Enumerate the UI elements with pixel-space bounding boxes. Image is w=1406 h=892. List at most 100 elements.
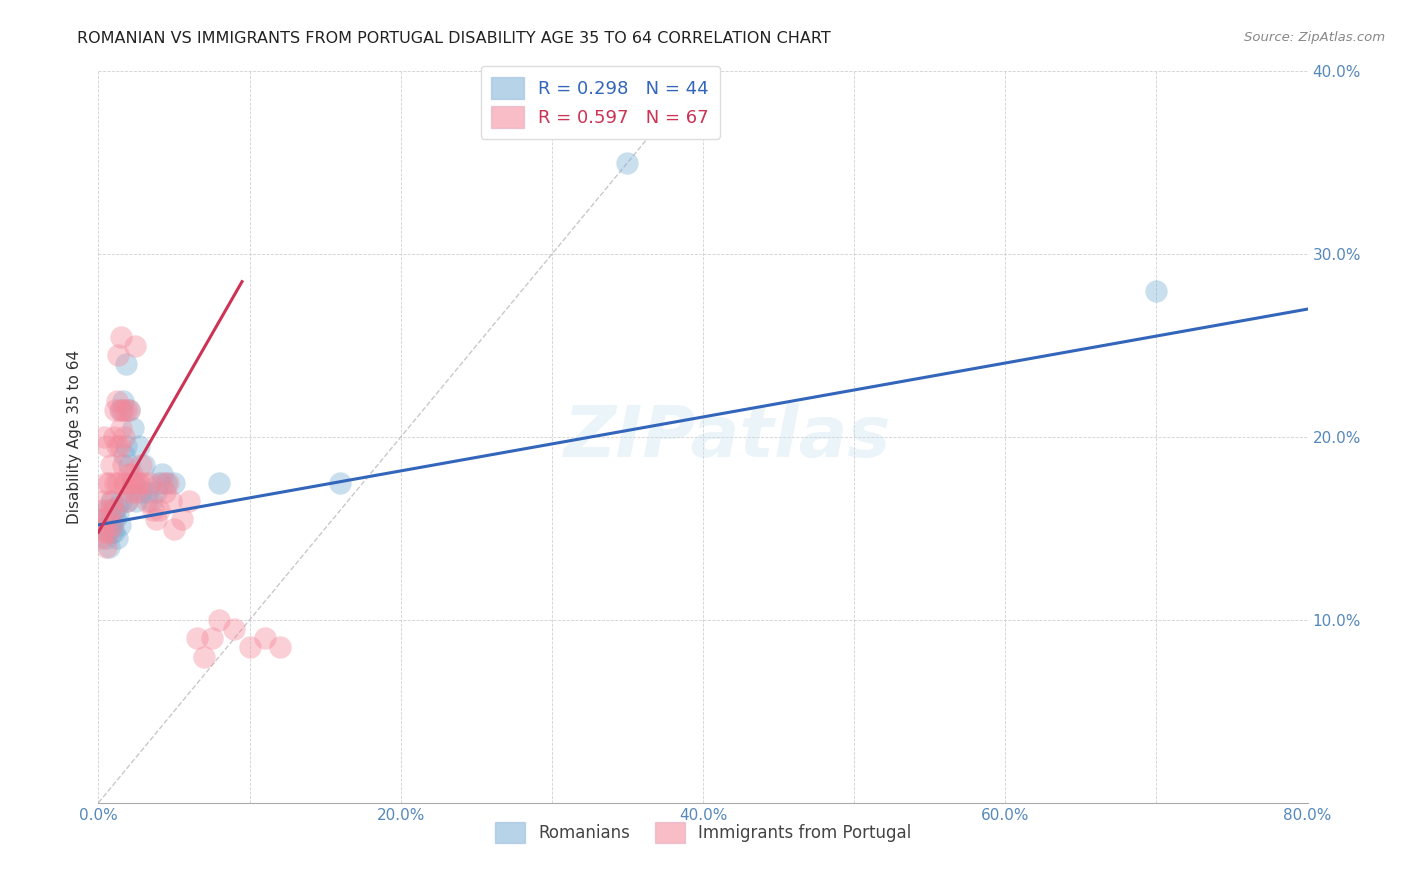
Point — [132, 458, 155, 472]
Point — [112, 475, 135, 490]
Point — [110, 402, 132, 417]
Point — [163, 521, 186, 535]
Point — [104, 512, 127, 526]
Point — [155, 475, 177, 490]
Point — [91, 494, 114, 508]
Point — [118, 467, 141, 481]
Point — [114, 439, 136, 453]
Point — [115, 494, 138, 508]
Point — [108, 402, 131, 417]
Point — [208, 475, 231, 490]
Point — [121, 475, 143, 490]
Point — [90, 531, 112, 545]
Point — [142, 503, 165, 517]
Point — [101, 517, 124, 532]
Point — [129, 485, 152, 500]
Point — [125, 485, 148, 500]
Point — [124, 338, 146, 352]
Point — [96, 512, 118, 526]
Point — [112, 448, 135, 462]
Point — [1144, 284, 1167, 298]
Point — [111, 458, 134, 472]
Point — [253, 632, 276, 646]
Point — [107, 475, 129, 490]
Point — [269, 640, 291, 655]
Point — [100, 512, 122, 526]
Point — [129, 458, 152, 472]
Point — [139, 475, 162, 490]
Point — [121, 467, 143, 481]
Point — [127, 475, 149, 490]
Point — [193, 649, 215, 664]
Point — [107, 348, 129, 362]
Point — [103, 503, 125, 517]
Point — [120, 485, 142, 500]
Point — [91, 521, 114, 535]
Point — [94, 540, 117, 554]
Point — [104, 402, 127, 417]
Point — [103, 525, 125, 540]
Point — [239, 640, 262, 655]
Point — [91, 512, 114, 526]
Point — [93, 525, 115, 540]
Point — [201, 632, 224, 646]
Point — [98, 525, 121, 540]
Point — [118, 402, 141, 417]
Point — [135, 485, 157, 500]
Point — [89, 512, 111, 526]
Point — [145, 485, 167, 500]
Point — [114, 402, 136, 417]
Point — [108, 517, 131, 532]
Point — [329, 475, 352, 490]
Point — [186, 632, 208, 646]
Point — [114, 357, 136, 371]
Point — [160, 494, 183, 508]
Point — [616, 156, 638, 170]
Point — [98, 521, 121, 535]
Point — [104, 475, 127, 490]
Point — [114, 475, 136, 490]
Point — [128, 439, 150, 453]
Point — [103, 430, 125, 444]
Point — [101, 525, 124, 540]
Point — [141, 494, 163, 508]
Point — [101, 494, 124, 508]
Point — [115, 494, 138, 508]
Point — [93, 521, 115, 535]
Point — [96, 439, 118, 453]
Point — [100, 458, 122, 472]
Point — [122, 475, 145, 490]
Point — [105, 500, 128, 514]
Point — [90, 503, 112, 517]
Point — [112, 430, 135, 444]
Point — [118, 458, 141, 472]
Y-axis label: Disability Age 35 to 64: Disability Age 35 to 64 — [67, 350, 83, 524]
Point — [124, 475, 146, 490]
Point — [111, 393, 134, 408]
Point — [145, 512, 167, 526]
Point — [103, 503, 125, 517]
Point — [108, 439, 131, 453]
Point — [100, 494, 122, 508]
Point — [132, 475, 155, 490]
Point — [208, 613, 231, 627]
Text: ZIPatlas: ZIPatlas — [564, 402, 891, 472]
Point — [110, 329, 132, 343]
Point — [170, 512, 193, 526]
Point — [110, 494, 132, 508]
Point — [150, 467, 173, 481]
Point — [93, 430, 115, 444]
Point — [150, 475, 173, 490]
Point — [101, 517, 124, 532]
Point — [98, 540, 121, 554]
Text: Source: ZipAtlas.com: Source: ZipAtlas.com — [1244, 31, 1385, 45]
Point — [94, 531, 117, 545]
Point — [105, 439, 128, 453]
Legend: Romanians, Immigrants from Portugal: Romanians, Immigrants from Portugal — [488, 815, 918, 849]
Point — [111, 402, 134, 417]
Point — [128, 475, 150, 490]
Point — [110, 421, 132, 435]
Point — [98, 475, 121, 490]
Point — [94, 475, 117, 490]
Point — [105, 531, 128, 545]
